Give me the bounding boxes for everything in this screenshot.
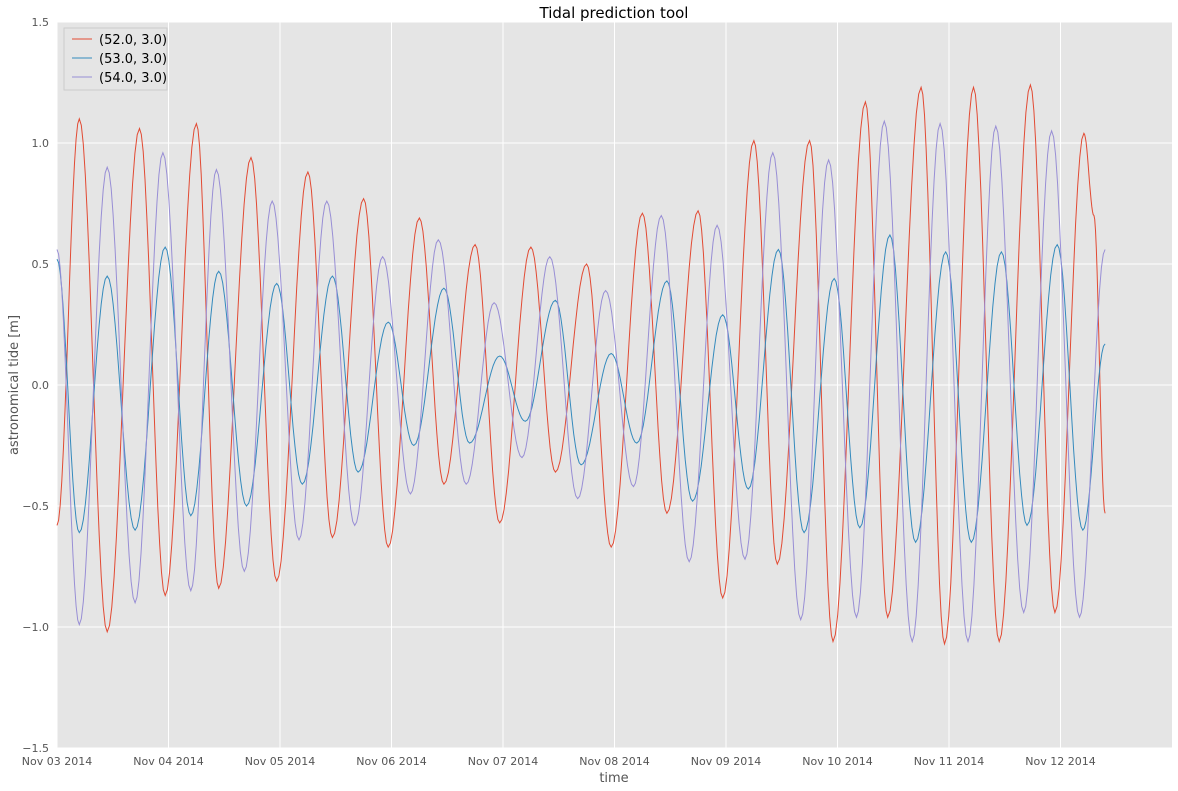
y-tick-label: 0.5 <box>32 258 50 271</box>
legend-label: (52.0, 3.0) <box>99 33 167 48</box>
y-tick-label: 1.5 <box>32 16 50 29</box>
x-axis: Nov 03 2014 Nov 04 2014 Nov 05 2014 Nov 06 … <box>22 755 1096 768</box>
chart-title: Tidal prediction tool <box>539 4 689 22</box>
y-axis-label: astronomical tide [m] <box>7 315 22 455</box>
x-tick-label: Nov 12 2014 <box>1025 755 1095 768</box>
y-tick-label: −1.0 <box>22 621 49 634</box>
y-tick-label: −0.5 <box>22 500 49 513</box>
x-tick-label: Nov 09 2014 <box>691 755 761 768</box>
y-tick-label: −1.5 <box>22 742 49 755</box>
x-tick-label: Nov 05 2014 <box>245 755 315 768</box>
series-layer <box>56 83 1106 646</box>
x-tick-label: Nov 04 2014 <box>133 755 203 768</box>
series-line-3 <box>56 119 1106 644</box>
legend-box <box>63 27 168 91</box>
legend: (52.0, 3.0) (53.0, 3.0) (54.0, 3.0) <box>63 27 168 91</box>
legend-label: (54.0, 3.0) <box>99 71 167 86</box>
grid-lines <box>56 21 1172 749</box>
x-tick-label: Nov 11 2014 <box>914 755 984 768</box>
x-tick-label: Nov 03 2014 <box>22 755 92 768</box>
y-tick-label: 0.0 <box>32 379 50 392</box>
x-tick-label: Nov 10 2014 <box>802 755 872 768</box>
x-tick-label: Nov 07 2014 <box>468 755 538 768</box>
series-line-2 <box>56 233 1106 544</box>
series-line-1 <box>56 83 1106 646</box>
x-tick-label: Nov 06 2014 <box>356 755 426 768</box>
y-axis: −1.5 −1.0 −0.5 0.0 0.5 1.0 1.5 <box>22 16 49 755</box>
x-axis-label: time <box>599 771 628 786</box>
legend-label: (53.0, 3.0) <box>99 52 167 67</box>
y-tick-label: 1.0 <box>32 137 50 150</box>
x-tick-label: Nov 08 2014 <box>579 755 649 768</box>
